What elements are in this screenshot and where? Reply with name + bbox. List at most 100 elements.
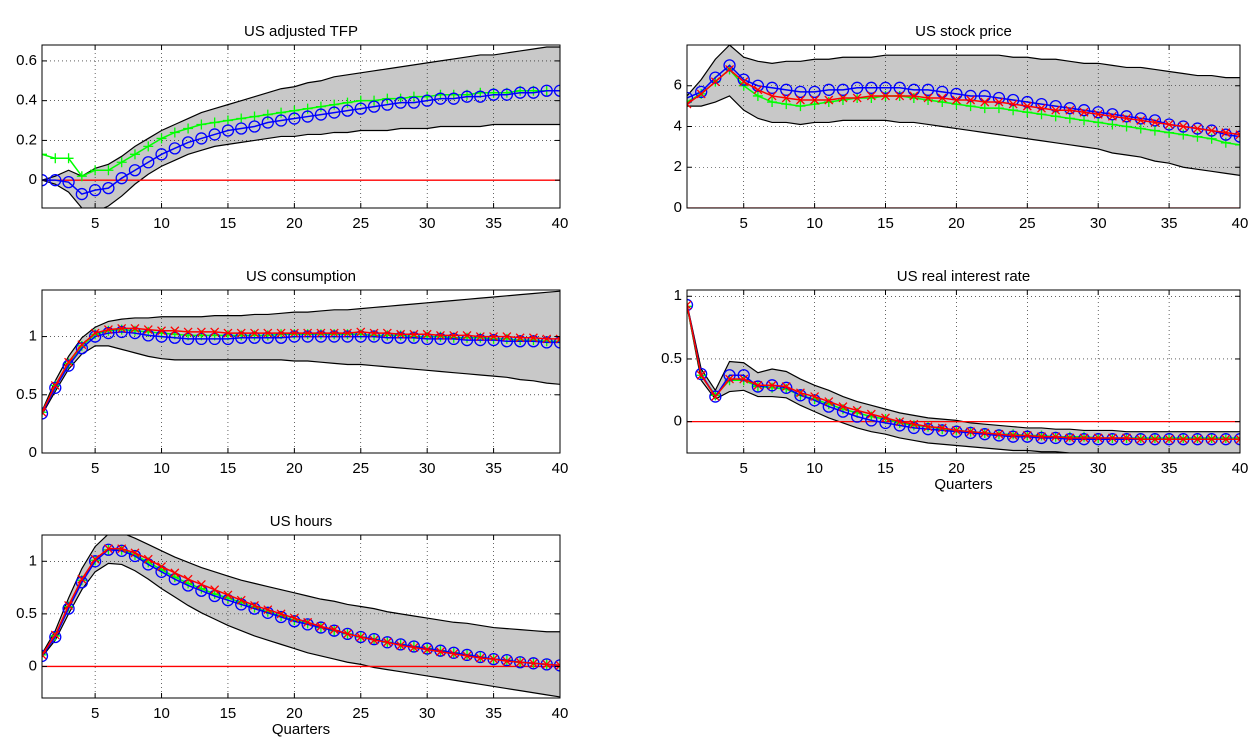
marker xyxy=(117,544,127,554)
marker xyxy=(723,369,736,382)
marker xyxy=(262,109,273,120)
marker xyxy=(527,86,540,99)
marker xyxy=(528,335,539,346)
marker xyxy=(500,88,514,101)
marker xyxy=(50,381,60,390)
marker xyxy=(1022,101,1032,111)
marker xyxy=(62,176,75,189)
marker xyxy=(210,585,220,595)
x-tick-label: 40 xyxy=(552,215,569,232)
marker xyxy=(42,649,49,663)
x-tick-label: 20 xyxy=(286,705,303,722)
marker xyxy=(248,120,261,133)
marker xyxy=(62,602,75,615)
marker xyxy=(236,113,247,124)
band-edge xyxy=(42,345,560,415)
marker xyxy=(1050,111,1061,122)
marker xyxy=(540,84,553,97)
marker xyxy=(1036,109,1047,120)
subplot-title: US hours xyxy=(270,513,333,530)
marker xyxy=(381,636,394,649)
marker xyxy=(249,111,260,122)
marker xyxy=(881,91,890,101)
plot-area xyxy=(687,290,1240,453)
marker xyxy=(341,104,354,117)
x-tick-label: 40 xyxy=(1232,460,1249,477)
marker xyxy=(851,81,864,94)
marker xyxy=(303,617,313,627)
marker xyxy=(965,101,976,112)
marker xyxy=(923,422,933,432)
marker xyxy=(1178,434,1188,444)
x-tick-label: 20 xyxy=(286,460,303,477)
marker xyxy=(103,544,113,554)
marker xyxy=(460,90,474,103)
marker xyxy=(1079,107,1089,117)
marker xyxy=(696,370,706,380)
marker xyxy=(235,122,248,135)
plot-area xyxy=(687,45,1240,208)
marker xyxy=(502,656,512,666)
marker xyxy=(893,419,906,432)
marker xyxy=(781,93,791,103)
marker xyxy=(540,336,553,349)
marker xyxy=(117,323,127,333)
marker xyxy=(42,650,47,660)
marker xyxy=(42,407,47,418)
band-edge xyxy=(687,45,1240,97)
marker xyxy=(739,374,749,384)
marker xyxy=(1150,434,1160,444)
marker xyxy=(157,326,166,336)
marker xyxy=(1065,433,1075,443)
axes-box xyxy=(41,289,561,454)
series-line xyxy=(42,328,560,413)
marker xyxy=(950,425,963,438)
subplot: 5 10 15 20 25 30 35 40 0 0.5 1 US real interest rat… xyxy=(661,268,1248,493)
marker xyxy=(980,428,990,438)
marker xyxy=(1177,120,1190,133)
marker xyxy=(250,600,259,610)
marker xyxy=(1092,433,1105,446)
marker xyxy=(88,330,102,343)
y-tick-label: 0 xyxy=(674,199,682,216)
marker xyxy=(64,357,74,367)
marker xyxy=(937,423,947,433)
series-line xyxy=(42,89,560,178)
marker xyxy=(992,91,1006,105)
marker xyxy=(314,108,328,121)
x-tick-label: 10 xyxy=(153,215,170,232)
marker xyxy=(90,554,100,564)
marker xyxy=(1022,430,1032,440)
marker xyxy=(1121,121,1132,132)
marker xyxy=(196,119,207,130)
marker xyxy=(103,165,114,176)
marker xyxy=(908,92,919,103)
marker xyxy=(553,336,560,349)
series-line xyxy=(42,327,560,413)
marker xyxy=(824,397,834,407)
x-tick-label: 5 xyxy=(91,705,99,722)
marker xyxy=(966,427,976,437)
marker xyxy=(687,91,694,105)
marker xyxy=(1191,122,1204,135)
marker xyxy=(994,97,1004,107)
marker xyxy=(542,659,552,669)
y-tick-label: 1 xyxy=(29,328,37,345)
marker xyxy=(838,402,848,412)
marker xyxy=(923,95,934,106)
marker xyxy=(1207,434,1217,444)
marker xyxy=(276,609,286,619)
marker xyxy=(994,429,1004,439)
marker xyxy=(1136,115,1146,125)
marker xyxy=(909,91,919,101)
marker xyxy=(143,325,153,335)
marker xyxy=(355,95,366,106)
marker xyxy=(1093,109,1103,119)
x-tick-label: 15 xyxy=(220,215,237,232)
marker xyxy=(181,136,195,149)
marker xyxy=(168,142,181,155)
marker xyxy=(356,632,366,642)
y-tick-label: 0 xyxy=(29,171,37,188)
marker xyxy=(115,172,128,185)
